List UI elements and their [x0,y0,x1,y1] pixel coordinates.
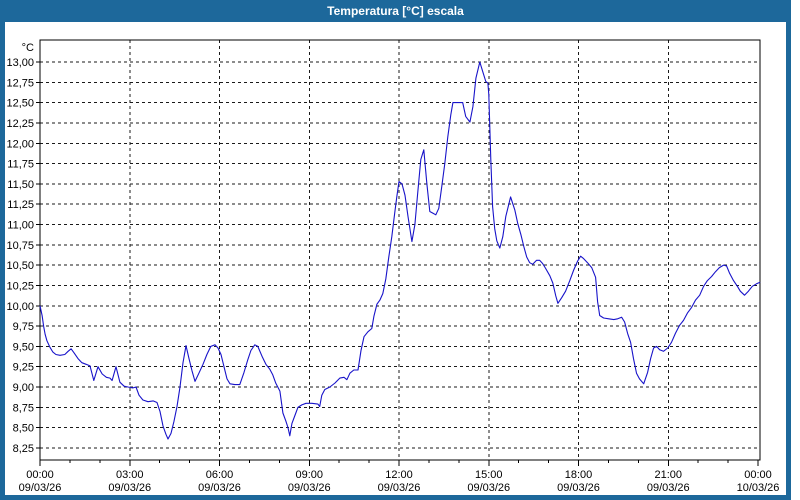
y-tick-label: 10,25 [6,280,34,292]
chart-area: 8,25 8,50 8,75 9,00 9,25 9,50 9,75 10,00 10,25 10… [5,22,786,495]
y-tick-label: 8,25 [13,443,34,455]
y-tick-label: 12,25 [6,118,34,130]
chart-title: Temperatura [°C] escala [327,4,464,18]
y-tick-label: 11,50 [7,179,34,191]
y-tick-label: 8,75 [13,402,34,414]
y-tick-label: 13,00 [6,57,34,69]
x-tick-time-label: 21:00 [654,469,682,481]
x-tick-time-label: 15:00 [475,469,503,481]
x-tick-time-label: 00:00 [744,469,772,481]
y-tick-label: 9,50 [13,341,34,353]
y-tick-label: 10,00 [6,301,34,313]
x-tick-date-label: 09/03/26 [108,482,151,494]
x-tick-date-label: 09/03/26 [557,482,600,494]
x-tick-time-label: 00:00 [26,469,54,481]
x-tick-date-label: 09/03/26 [647,482,690,494]
y-tick-label: 10,75 [6,240,34,252]
y-tick-label: 9,25 [13,362,34,374]
plot-border [39,39,761,461]
x-tick-time-label: 09:00 [295,469,323,481]
y-tick-label: 8,50 [13,423,34,435]
temperature-line [39,61,761,440]
y-tick-label: 11,25 [7,199,34,211]
y-tick-label: 9,00 [13,382,34,394]
x-tick-date-label: 10/03/26 [737,482,780,494]
x-tick-date-label: 09/03/26 [198,482,241,494]
x-tick-time-label: 18:00 [565,469,593,481]
y-tick-label: 12,00 [6,138,34,150]
chart-svg: 8,25 8,50 8,75 9,00 9,25 9,50 9,75 10,00 10,25 10… [6,39,780,494]
y-tick-label: 12,75 [6,77,34,89]
y-tick-label: 12,50 [6,98,34,110]
x-tick-date-label: 09/03/26 [19,482,62,494]
y-axis-unit-label: °C [22,42,34,54]
y-tick-label: 10,50 [6,260,34,272]
x-tick-time-label: 03:00 [116,469,144,481]
y-tick-label: 11,75 [7,159,34,171]
x-tick-date-label: 09/03/26 [288,482,331,494]
x-tick-date-label: 09/03/26 [467,482,510,494]
y-tick-label: 9,75 [13,321,34,333]
y-tick-label: 11,00 [7,220,34,232]
x-tick-time-label: 12:00 [385,469,413,481]
x-tick-date-label: 09/03/26 [378,482,421,494]
x-tick-time-label: 06:00 [206,469,234,481]
window-titlebar[interactable]: Temperatura [°C] escala [0,0,791,22]
